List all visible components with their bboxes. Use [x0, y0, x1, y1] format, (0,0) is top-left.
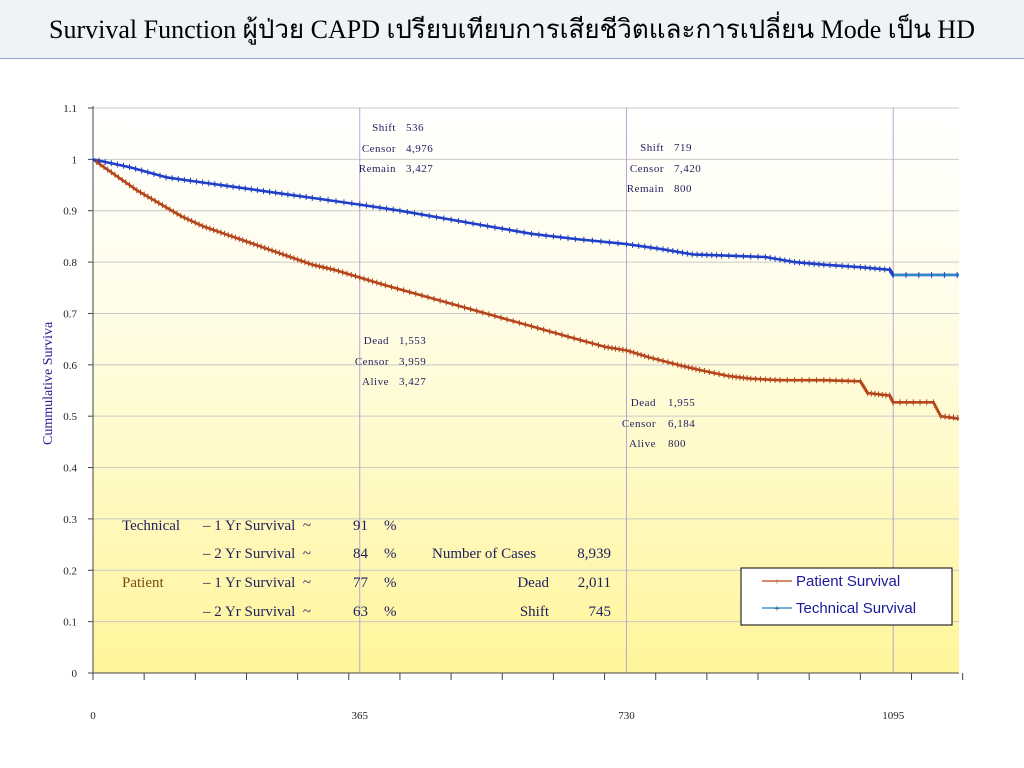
ann-label: Dead [631, 397, 656, 409]
x-tick-label: 365 [351, 710, 368, 722]
ann-value: 1,553 [399, 335, 426, 347]
y-tick-label: 0.5 [63, 411, 77, 423]
annotation-technical-year1: Shift 536 Censor 4,976 Remain 3,427 [359, 122, 433, 175]
ann-value: 3,427 [399, 376, 426, 388]
ann-label: Alive [362, 376, 389, 388]
legend-patient-marker: + [774, 576, 780, 588]
y-tick-label: 1.1 [63, 103, 77, 115]
ann-value: 6,184 [668, 418, 695, 430]
y-tick-label: 0.2 [63, 565, 77, 577]
ann-value: 1,955 [668, 397, 695, 409]
summary-group-technical: Technical [122, 518, 180, 534]
y-tick-label: 0.9 [63, 206, 77, 218]
y-tick-label: 0.4 [63, 463, 77, 475]
summary-group-patient: Patient [122, 575, 164, 591]
summary-row-value: 84 [353, 546, 369, 562]
legend-patient-label: Patient Survival [796, 573, 900, 590]
ann-label: Censor [362, 143, 396, 155]
legend-box [740, 567, 953, 626]
y-tick-label: 0.6 [63, 360, 77, 372]
annotation-patient-year1: Dead 1,553 Censor 3,959 Alive 3,427 [355, 335, 426, 388]
summary-row-text: – 2 Yr Survival ~ [202, 604, 311, 620]
tick-labels: 0 0.1 0.2 0.3 0.4 0.5 0.6 0.7 0.8 0.9 1 1.1 0 365 730 1… [63, 103, 904, 722]
ann-label: Censor [355, 356, 389, 368]
cases-label: Number of Cases [432, 546, 536, 562]
y-axis-label: Cummulative Surviva [41, 321, 56, 445]
ann-label: Dead [364, 335, 389, 347]
series-lines [92, 156, 960, 421]
summary-row-unit: % [384, 604, 397, 620]
ann-label: Censor [630, 163, 664, 175]
legend-technical-label: Technical Survival [796, 600, 916, 617]
annotation-patient-year2: Dead 1,955 Censor 6,184 Alive 800 [622, 397, 695, 450]
survival-chart: 0 0.1 0.2 0.3 0.4 0.5 0.6 0.7 0.8 0.9 1 1.1 0 365 730 1… [41, 103, 964, 722]
ann-label: Shift [640, 142, 664, 154]
ann-label: Remain [627, 183, 664, 195]
y-tick-label: 0.7 [63, 308, 77, 320]
slide-title-bar: Survival Function ผู้ป่วย CAPD เปรียบเที… [0, 0, 1024, 59]
ann-label: Remain [359, 163, 396, 175]
summary-row-unit: % [384, 575, 397, 591]
summary-row-unit: % [384, 546, 397, 562]
x-tick-label: 1095 [882, 710, 905, 722]
cases-value: 8,939 [577, 546, 611, 562]
annotation-technical-year2: Shift 719 Censor 7,420 Remain 800 [627, 142, 701, 195]
summary-row-value: 77 [353, 575, 369, 591]
x-tick-label: 730 [618, 710, 635, 722]
summary-row-text: – 1 Yr Survival ~ [202, 575, 311, 591]
y-tick-label: 1 [72, 154, 78, 166]
y-tick-label: 0.8 [63, 257, 77, 269]
ann-value: 719 [674, 142, 692, 154]
y-tick-label: 0 [72, 668, 78, 680]
ann-label: Alive [629, 438, 656, 450]
ann-value: 800 [674, 183, 692, 195]
summary-row-value: 63 [353, 604, 368, 620]
summary-row-unit: % [384, 518, 397, 534]
ann-label: Shift [372, 122, 396, 134]
ann-value: 4,976 [406, 143, 433, 155]
x-tick-label: 0 [90, 710, 96, 722]
ann-value: 536 [406, 122, 424, 134]
summary-row-text: – 2 Yr Survival ~ [202, 546, 311, 562]
ann-value: 3,959 [399, 356, 426, 368]
y-tick-label: 0.3 [63, 514, 77, 526]
gridlines [93, 107, 959, 673]
ann-label: Censor [622, 418, 656, 430]
ann-value: 3,427 [406, 163, 433, 175]
ann-value: 7,420 [674, 163, 701, 175]
summary-table: Technical – 1 Yr Survival ~ 91 % – 2 Yr … [122, 518, 611, 620]
ann-value: 800 [668, 438, 686, 450]
legend: + Patient Survival + Technical Survival [740, 567, 953, 626]
axes [88, 106, 964, 680]
dead-value: 2,011 [578, 575, 611, 591]
summary-row-text: – 1 Yr Survival ~ [202, 518, 311, 534]
slide-title: Survival Function ผู้ป่วย CAPD เปรียบเที… [49, 14, 975, 44]
shift-label: Shift [520, 604, 550, 620]
dead-label: Dead [517, 575, 549, 591]
shift-value: 745 [589, 604, 612, 620]
legend-technical-marker: + [774, 603, 780, 615]
y-tick-label: 0.1 [63, 617, 77, 629]
summary-row-value: 91 [353, 518, 368, 534]
